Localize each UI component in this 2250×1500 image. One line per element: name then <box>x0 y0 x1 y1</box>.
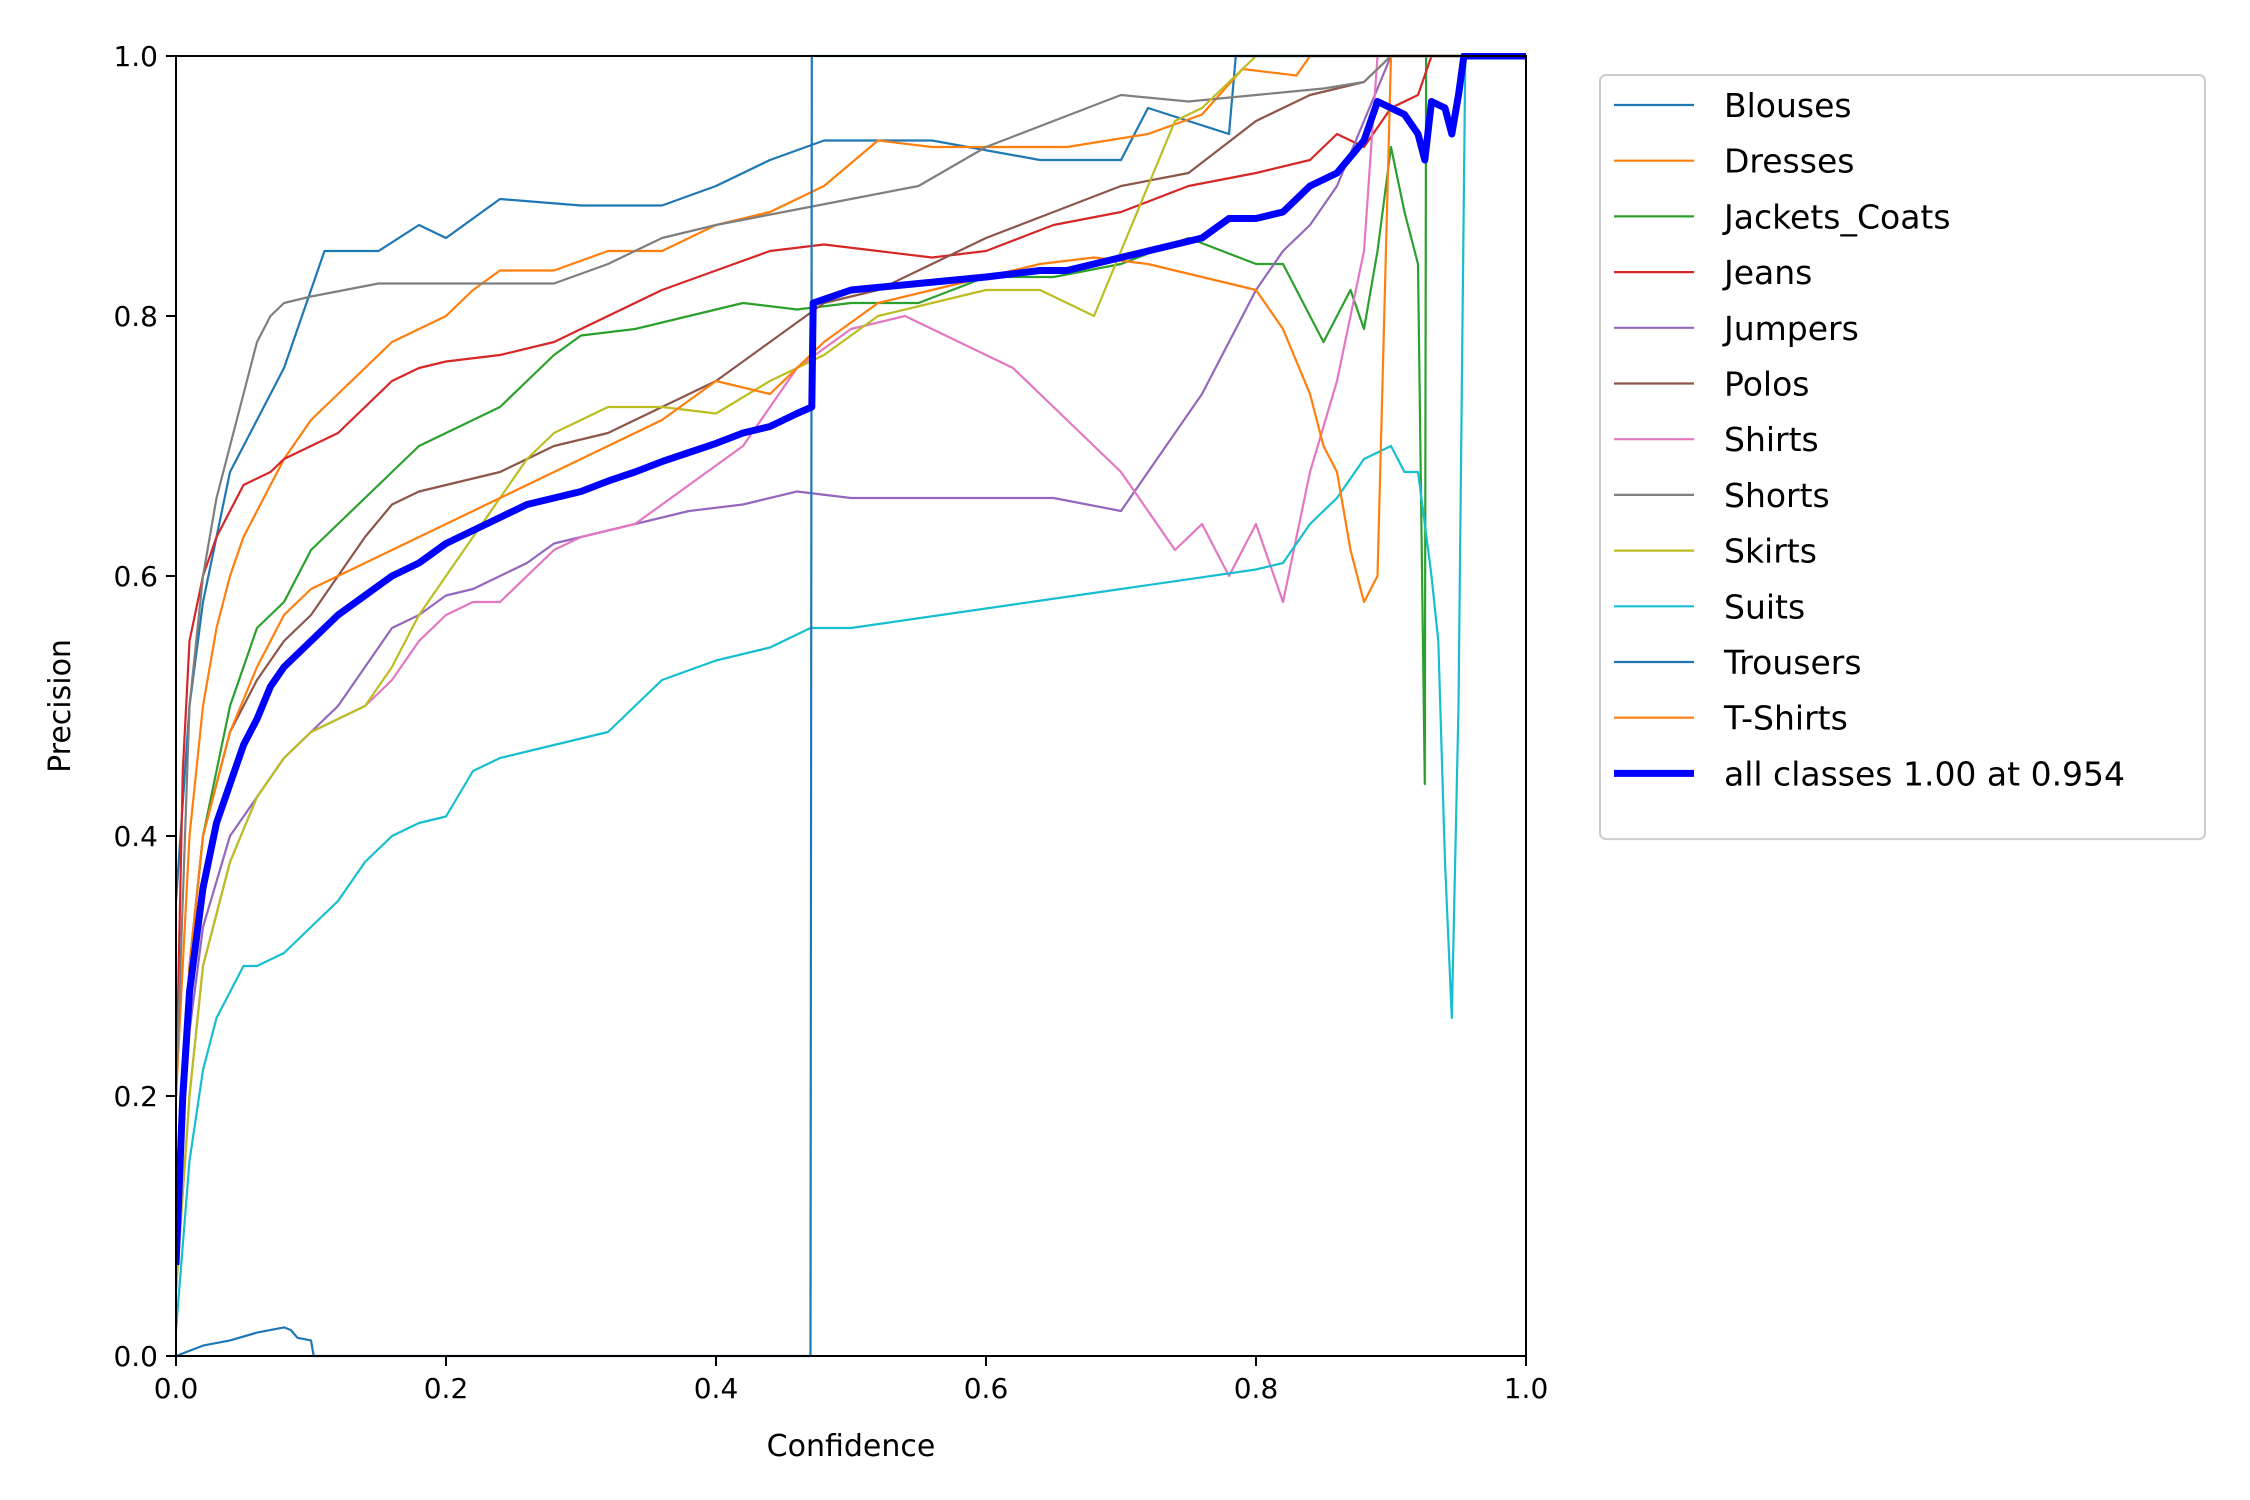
axis-ticks: 0.00.0 0.2 0.2 0.4 0.4 0.6 0.6 0.8 0.8 1.0 1.0 <box>113 40 1548 1405</box>
x-tick-label: 0.8 <box>1234 1372 1279 1405</box>
legend-label: Blouses <box>1724 86 1852 125</box>
series-line-11 <box>176 54 1526 1227</box>
x-tick-label: 1.0 <box>1504 1372 1549 1405</box>
series-line-0 <box>176 54 1526 902</box>
series-lines <box>176 53 1526 1358</box>
plot-frame <box>175 55 1527 1357</box>
legend-label: all classes 1.00 at 0.954 <box>1724 754 2125 793</box>
x-axis-label: Confidence <box>767 1429 936 1464</box>
series-line-12 <box>176 53 1526 1266</box>
y-tick-label: 0.2 <box>113 1080 158 1113</box>
legend-label: Shirts <box>1724 420 1819 459</box>
series-line-5 <box>176 54 1526 1227</box>
series-line-7 <box>176 54 1526 1097</box>
y-tick-label: 0.0 <box>113 1340 158 1373</box>
y-tick-label: 0.8 <box>113 300 158 333</box>
series-line-1 <box>176 54 1526 1097</box>
x-tick-label: 0.2 <box>424 1372 469 1405</box>
legend-label: Jeans <box>1722 253 1812 292</box>
legend-label: Skirts <box>1724 532 1817 571</box>
y-tick-label: 0.4 <box>113 820 158 853</box>
legend: Blouses Dresses Jackets_Coats Jeans Jumpers P… <box>1599 74 2206 841</box>
series-line-2 <box>176 54 1526 1227</box>
legend-label: Trousers <box>1723 643 1862 682</box>
x-tick-label: 0.6 <box>964 1372 1009 1405</box>
y-tick-label: 1.0 <box>113 40 158 73</box>
y-axis-label: Precision <box>43 639 78 773</box>
y-tick-label: 0.6 <box>113 560 158 593</box>
series-line-10 <box>176 54 1526 1358</box>
series-line-9 <box>176 54 1526 1331</box>
x-tick-label: 0.4 <box>694 1372 739 1405</box>
legend-label: Jumpers <box>1722 309 1859 348</box>
legend-label: T-Shirts <box>1723 699 1848 738</box>
legend-label: Dresses <box>1724 142 1854 181</box>
legend-box <box>1599 74 2206 841</box>
legend-label: Shorts <box>1724 476 1830 515</box>
legend-label: Polos <box>1724 365 1809 404</box>
series-line-3 <box>176 54 1526 1097</box>
x-tick-label: 0.0 <box>154 1372 199 1405</box>
legend-label: Jackets_Coats <box>1722 197 1951 236</box>
legend-label: Suits <box>1724 587 1805 626</box>
series-line-8 <box>176 54 1526 1292</box>
